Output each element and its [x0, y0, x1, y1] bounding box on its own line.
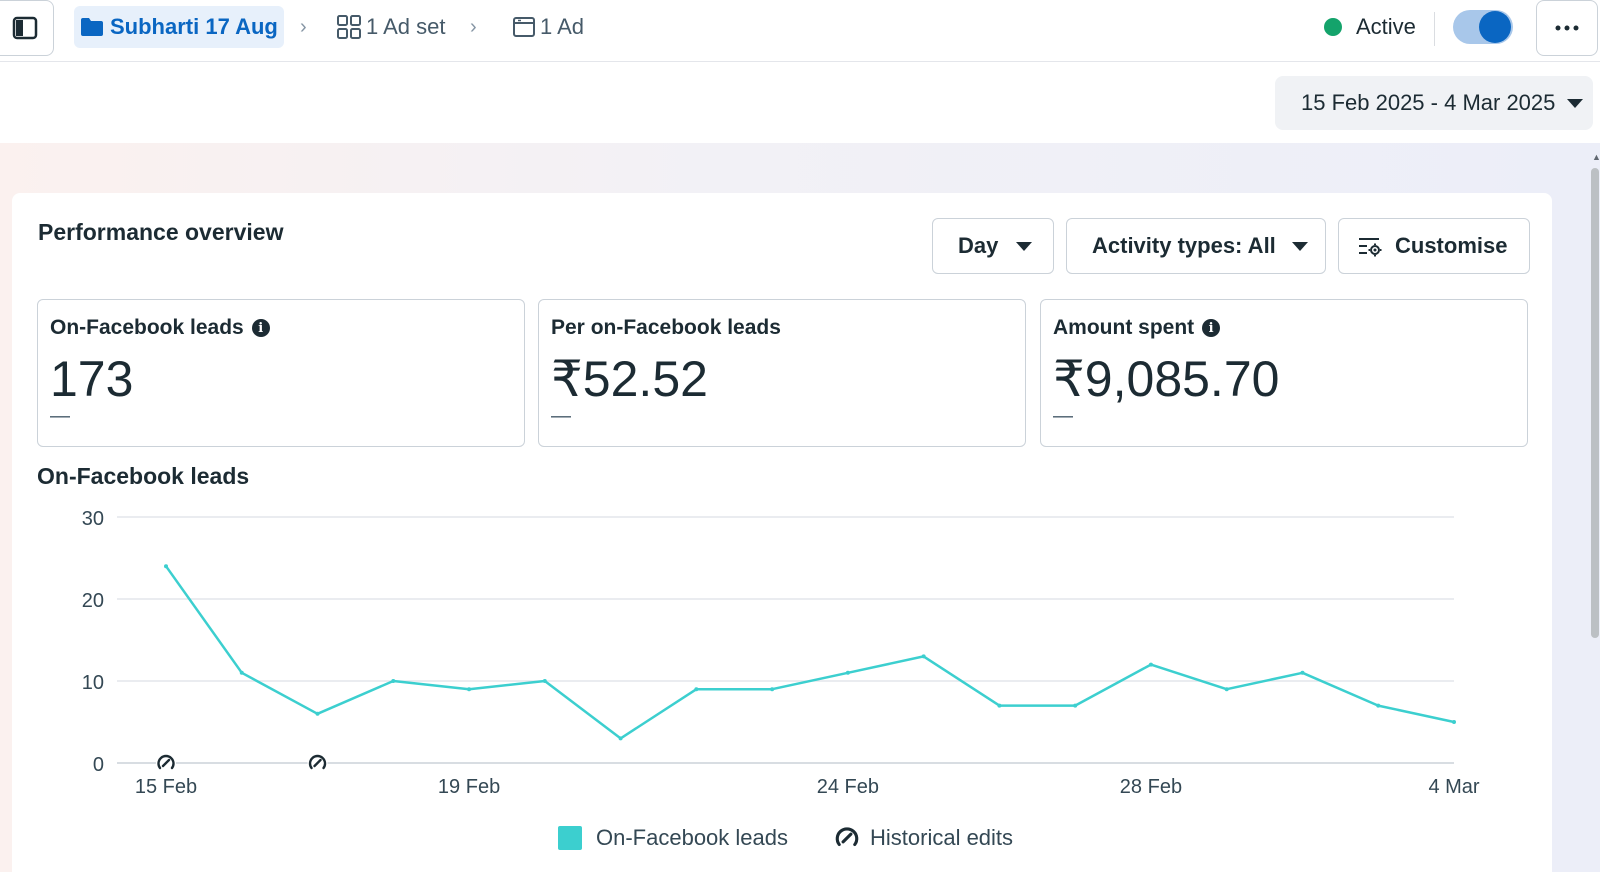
scrollbar[interactable]: [1591, 168, 1599, 638]
status-dot: [1324, 18, 1342, 36]
data-point[interactable]: [391, 679, 396, 683]
data-point[interactable]: [1300, 670, 1305, 675]
data-point[interactable]: [1073, 703, 1078, 708]
day-dropdown-button[interactable]: Day: [932, 218, 1054, 274]
status-indicator: Active: [1324, 14, 1416, 40]
data-point[interactable]: [1376, 703, 1381, 708]
historical-edit-icon: [835, 827, 859, 847]
date-range-label: 15 Feb 2025 - 4 Mar 2025: [1301, 90, 1556, 115]
metric-card-amount-spent[interactable]: Amount spent i ₹9,085.70 —: [1040, 299, 1528, 447]
legend-label: Historical edits: [870, 825, 1014, 850]
y-tick-label: 20: [82, 590, 104, 612]
metric-value: ₹52.52: [551, 351, 708, 407]
x-tick-label: 28 Feb: [1120, 776, 1182, 798]
folder-icon: [81, 18, 103, 36]
date-range-picker[interactable]: 15 Feb 2025 - 4 Mar 2025: [1275, 76, 1593, 130]
breadcrumb-campaign-label: Subharti 17 Aug: [110, 14, 278, 39]
y-tick-label: 0: [93, 754, 104, 776]
performance-card: Performance overview Day Activity types:…: [12, 193, 1552, 872]
day-button-label: Day: [958, 233, 999, 258]
data-point[interactable]: [315, 711, 320, 716]
metric-value: 173: [50, 351, 134, 407]
data-point[interactable]: [1452, 720, 1456, 724]
historical-edit-marker[interactable]: [156, 753, 176, 773]
sidebar-toggle-button[interactable]: [0, 0, 54, 56]
data-point[interactable]: [542, 679, 547, 683]
legend-label: On-Facebook leads: [596, 825, 788, 850]
chart-legend: On-Facebook leads Historical edits: [558, 825, 1013, 851]
data-point[interactable]: [467, 687, 472, 692]
legend-swatch: [558, 826, 582, 850]
scroll-up-arrow[interactable]: ▲: [1592, 152, 1600, 162]
y-tick-label: 10: [82, 672, 104, 694]
x-tick-label: 15 Feb: [135, 776, 197, 798]
data-point[interactable]: [239, 670, 244, 675]
x-tick-label: 4 Mar: [1428, 776, 1479, 798]
metric-value: ₹9,085.70: [1053, 351, 1280, 407]
data-point[interactable]: [997, 703, 1002, 708]
data-point[interactable]: [845, 670, 850, 675]
data-point[interactable]: [921, 654, 926, 659]
breadcrumb-ad[interactable]: 1 Ad: [512, 6, 584, 48]
metric-label: Per on-Facebook leads: [551, 316, 781, 339]
breadcrumb-ad-label: 1 Ad: [540, 14, 585, 39]
info-icon[interactable]: i: [251, 319, 270, 337]
sidebar-toggle-icon: [12, 16, 38, 40]
metric-delta: —: [1053, 405, 1073, 427]
data-point[interactable]: [618, 736, 623, 741]
x-tick-label: 24 Feb: [817, 776, 879, 798]
active-toggle[interactable]: [1453, 10, 1513, 44]
data-point[interactable]: [770, 687, 775, 692]
metric-card-cost-per-lead[interactable]: Per on-Facebook leads ₹52.52 —: [538, 299, 1026, 447]
caret-down-icon: [1016, 241, 1033, 251]
metric-delta: —: [551, 405, 571, 427]
toggle-knob: [1479, 11, 1511, 43]
breadcrumb-adset[interactable]: 1 Ad set: [336, 6, 446, 48]
metric-label: On-Facebook leads: [50, 316, 244, 339]
leads-line-chart: 0 10 20 30 15 Feb 19 Feb 24 Feb 28 Feb 4 Mar: [82, 508, 1480, 798]
caret-down-icon: [1567, 99, 1583, 108]
info-icon[interactable]: i: [1202, 319, 1221, 337]
status-label: Active: [1356, 14, 1416, 39]
metric-card-leads[interactable]: On-Facebook leads i 173 —: [37, 299, 525, 447]
more-icon: [1555, 25, 1579, 31]
grid-icon: [337, 15, 361, 39]
customise-label: Customise: [1395, 233, 1508, 258]
ad-icon: [513, 17, 535, 37]
customise-button[interactable]: Customise: [1338, 218, 1530, 274]
divider: [1434, 12, 1435, 46]
historical-edit-marker[interactable]: [307, 753, 328, 773]
activity-types-dropdown[interactable]: Activity types: All: [1066, 218, 1326, 274]
data-point[interactable]: [1148, 662, 1153, 667]
chevron-right-icon: ›: [300, 16, 307, 38]
more-options-button[interactable]: [1536, 0, 1598, 56]
top-bar: Subharti 17 Aug › 1 Ad set › 1 Ad Active: [0, 0, 1600, 62]
activity-button-label: Activity types: All: [1092, 233, 1276, 258]
data-point[interactable]: [164, 564, 168, 569]
breadcrumb-campaign[interactable]: Subharti 17 Aug: [74, 6, 284, 48]
data-point[interactable]: [694, 687, 699, 692]
caret-down-icon: [1291, 241, 1308, 251]
legend-item-historical-edits[interactable]: Historical edits: [834, 825, 1013, 851]
legend-item-leads[interactable]: On-Facebook leads: [558, 825, 788, 851]
card-title: Performance overview: [38, 219, 284, 245]
metric-delta: —: [50, 405, 70, 427]
metric-label-row: Per on-Facebook leads: [551, 316, 781, 340]
chart-title: On-Facebook leads: [37, 463, 250, 489]
customise-icon: [1359, 238, 1382, 257]
metric-label-row: Amount spent i: [1053, 316, 1221, 340]
series-line-on-facebook-leads: [164, 565, 1455, 740]
y-tick-label: 30: [82, 508, 104, 530]
data-point[interactable]: [1224, 687, 1229, 692]
breadcrumb-adset-label: 1 Ad set: [366, 14, 446, 39]
x-tick-label: 19 Feb: [438, 776, 500, 798]
metric-label: Amount spent: [1053, 316, 1195, 339]
metric-label-row: On-Facebook leads i: [50, 316, 270, 340]
chevron-right-icon: ›: [470, 16, 477, 38]
